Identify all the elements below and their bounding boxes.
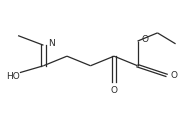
Text: O: O <box>170 71 177 80</box>
Text: N: N <box>48 39 55 48</box>
Text: O: O <box>111 86 117 95</box>
Text: HO: HO <box>6 72 20 81</box>
Text: O: O <box>141 35 148 44</box>
